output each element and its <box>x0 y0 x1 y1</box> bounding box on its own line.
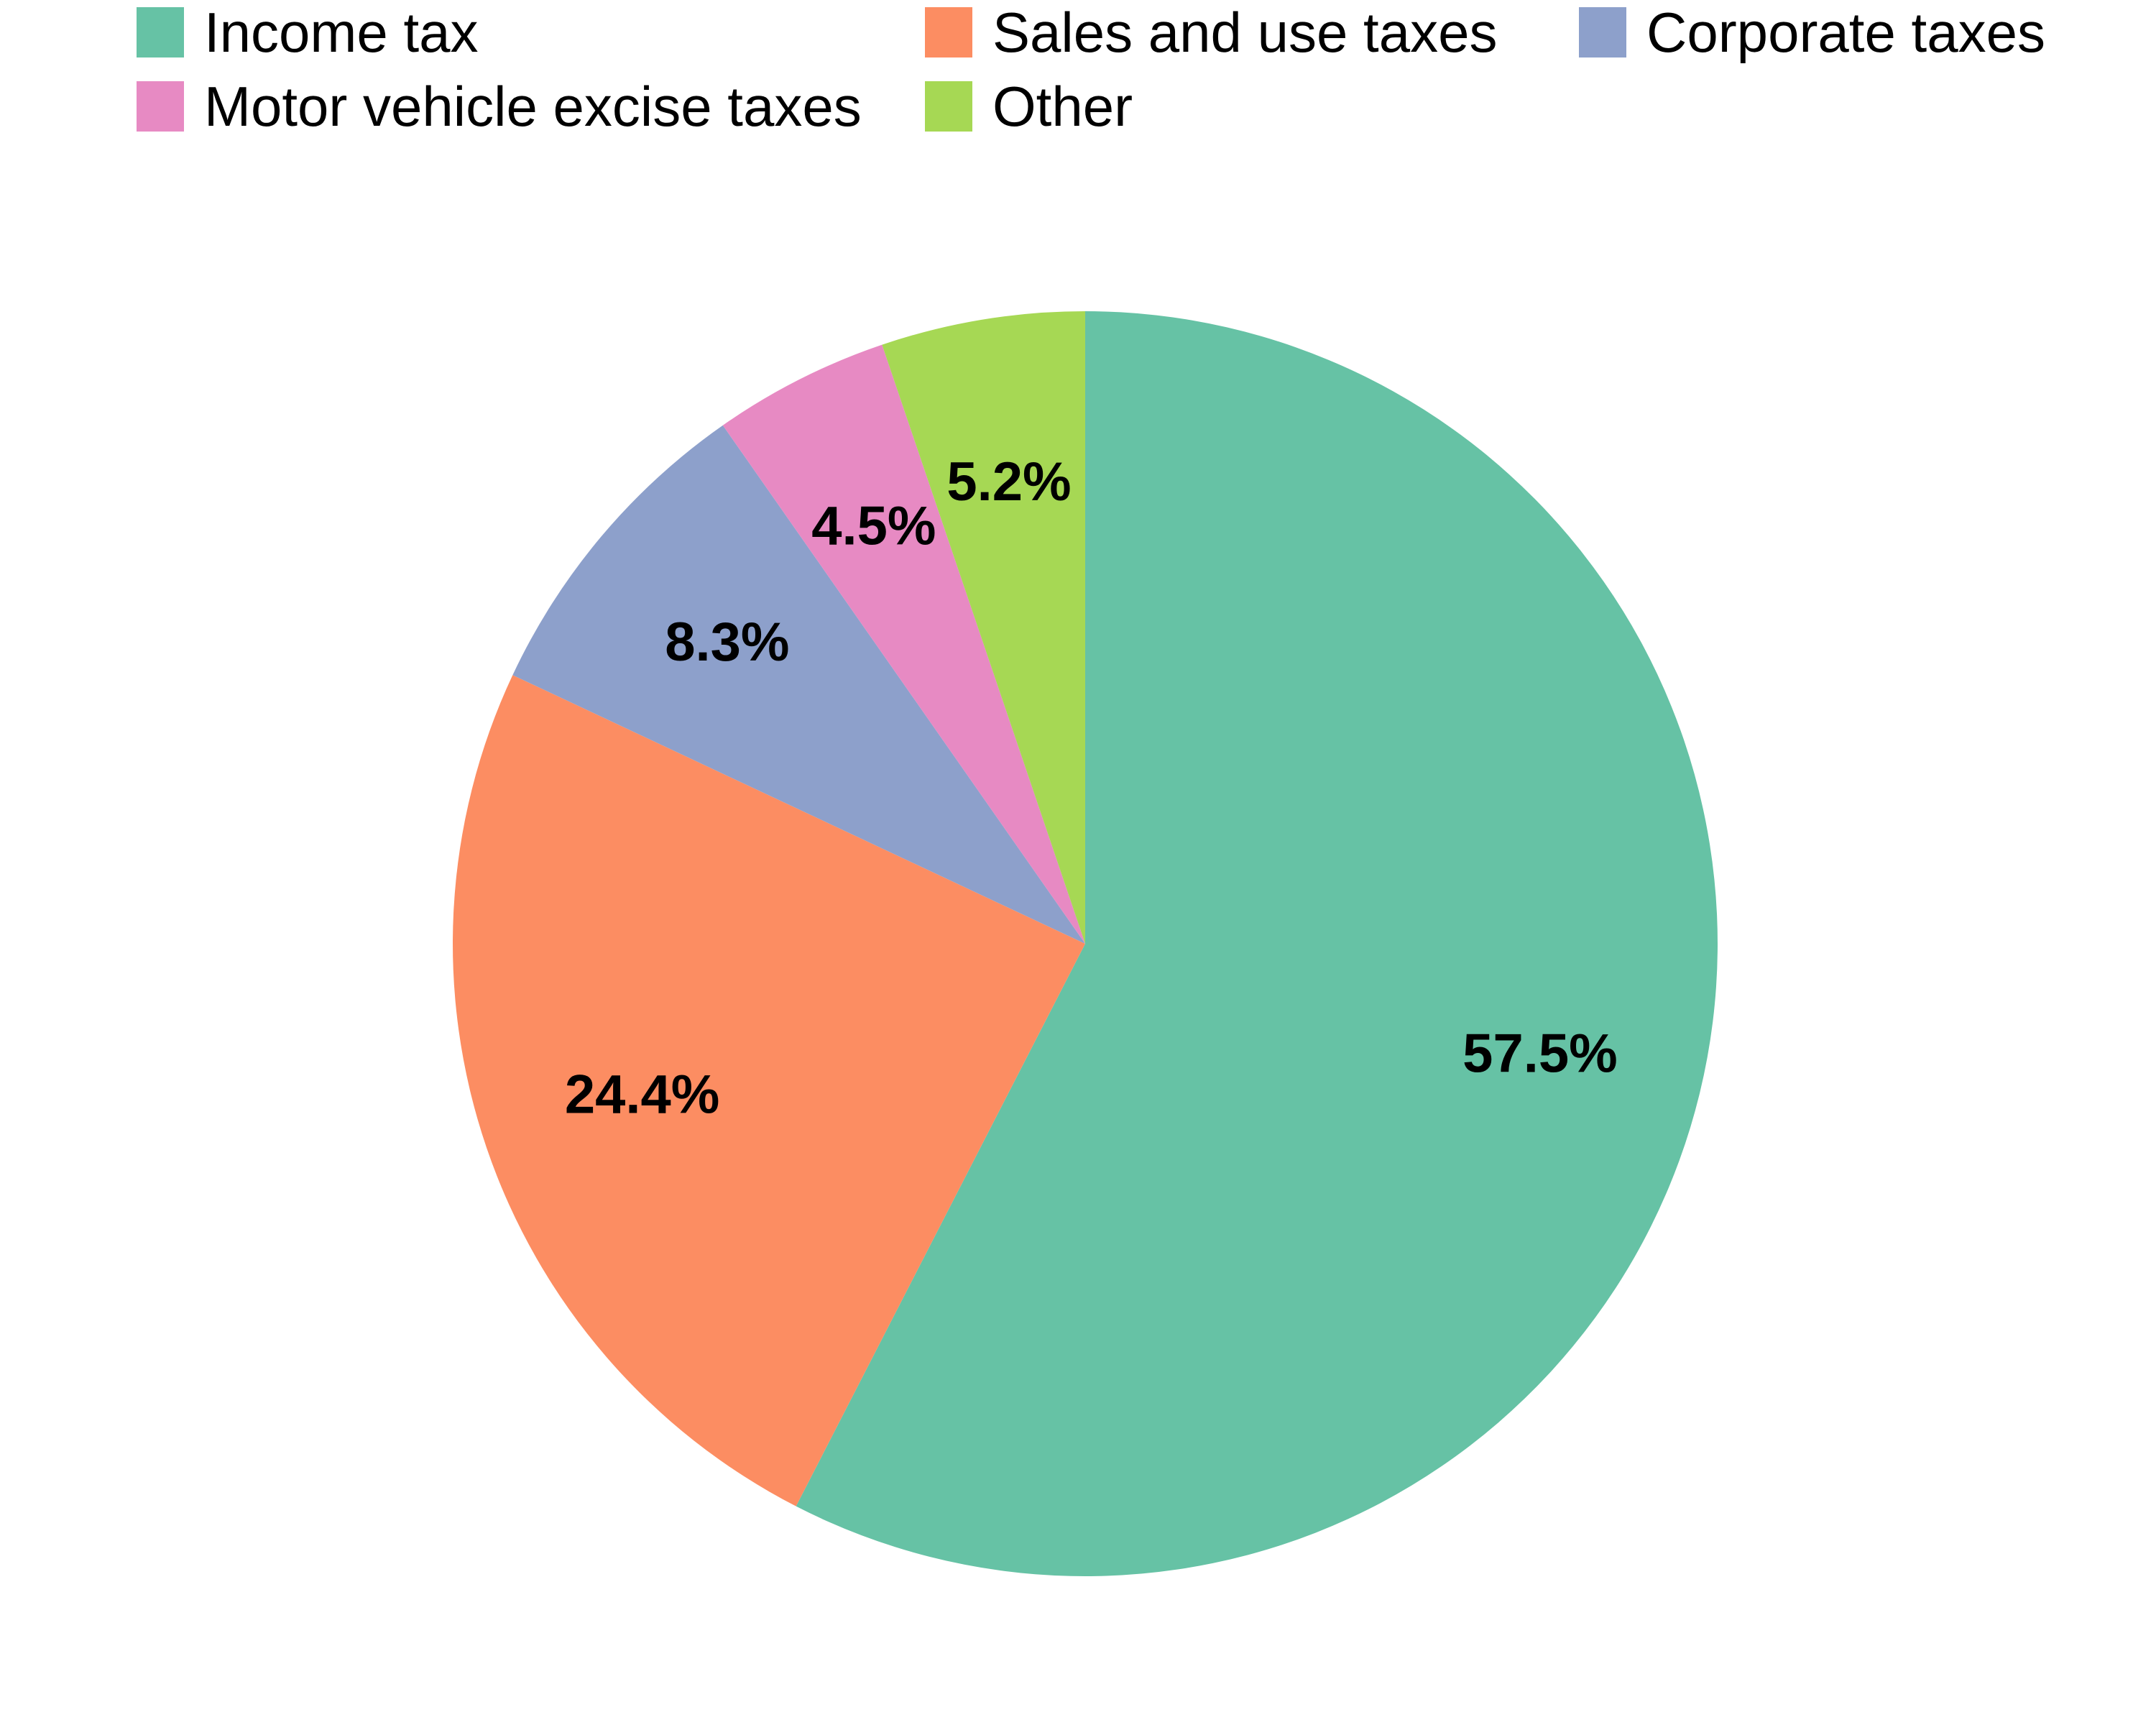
slice-label-motor-vehicle-excise-taxes: 4.5% <box>811 495 936 556</box>
pie-slice-motor-vehicle-excise-taxes <box>722 344 1085 944</box>
legend-item-motor-vehicle-excise-taxes: Motor vehicle excise taxes <box>137 75 862 138</box>
slice-labels: 57.5% 24.4% 8.3% 4.5%5.2% <box>565 451 1618 1126</box>
slice-label-corporate-taxes: 8.3% <box>665 612 789 673</box>
legend-label-sales-and-use-taxes: Sales and use taxes <box>992 1 1497 64</box>
slice-label-sales-and-use-taxes: 24.4% <box>565 1064 720 1126</box>
legend-swatch-motor-vehicle-excise-taxes <box>137 81 184 132</box>
legend-item-corporate-taxes: Corporate taxes <box>1579 1 2045 64</box>
legend: Income tax Sales and use taxes Corporate t… <box>137 1 2045 138</box>
legend-item-income-tax: Income tax <box>137 1 479 64</box>
pie-slice-other <box>882 311 1085 944</box>
legend-swatch-other <box>925 81 972 132</box>
slice-label-income-tax: 57.5% <box>1462 1024 1618 1085</box>
legend-label-corporate-taxes: Corporate taxes <box>1646 1 2045 64</box>
legend-label-motor-vehicle-excise-taxes: Motor vehicle excise taxes <box>204 75 862 138</box>
pie-slices <box>453 311 1718 1576</box>
pie-slice-sales-and-use-taxes <box>453 675 1085 1506</box>
pie-slice-income-tax <box>796 311 1718 1576</box>
pie-slice-corporate-taxes <box>512 425 1085 944</box>
legend-item-sales-and-use-taxes: Sales and use taxes <box>925 1 1497 64</box>
legend-swatch-sales-and-use-taxes <box>925 7 972 58</box>
legend-label-income-tax: Income tax <box>204 1 479 64</box>
legend-item-other: Other <box>925 75 1133 138</box>
legend-label-other: Other <box>992 75 1133 138</box>
slice-label-other: 5.2% <box>946 451 1071 512</box>
legend-swatch-corporate-taxes <box>1579 7 1626 58</box>
legend-swatch-income-tax <box>137 7 184 58</box>
